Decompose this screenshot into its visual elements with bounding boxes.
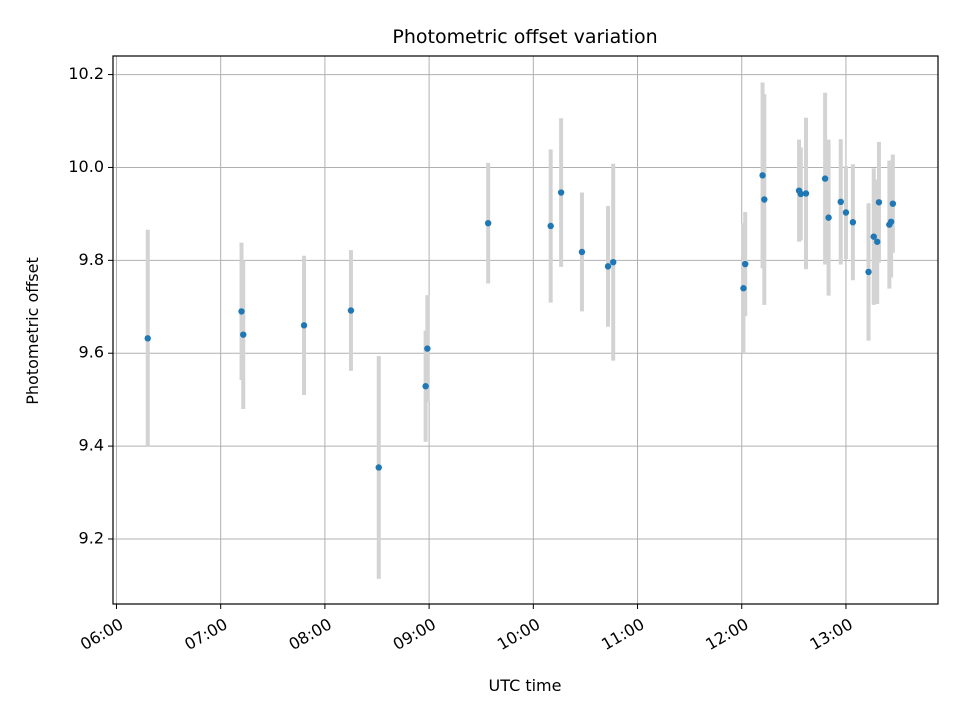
data-point <box>422 382 429 390</box>
data-points <box>144 172 897 471</box>
data-point <box>557 189 565 196</box>
data-point <box>887 218 895 225</box>
data-point <box>610 258 617 266</box>
data-point <box>578 248 586 256</box>
data-point <box>837 198 844 206</box>
data-point <box>797 190 804 198</box>
data-point <box>870 233 877 240</box>
data-point <box>604 263 612 270</box>
data-point <box>875 199 883 206</box>
plot-area-frame <box>112 55 939 605</box>
y-tick-label: 9.8 <box>79 250 104 269</box>
data-point <box>742 260 749 268</box>
y-tick-label: 10.2 <box>68 64 104 83</box>
chart-title: Photometric offset variation <box>392 26 657 48</box>
y-tick-label: 9.4 <box>79 436 104 455</box>
data-point <box>842 209 850 216</box>
data-point <box>424 345 431 352</box>
data-point <box>849 219 857 226</box>
y-tick-label: 9.2 <box>79 528 104 547</box>
data-point <box>825 214 832 221</box>
data-point <box>238 308 245 315</box>
data-point <box>821 175 829 182</box>
data-point <box>874 238 881 245</box>
y-axis-label: Photometric offset <box>23 257 42 405</box>
data-point <box>547 222 554 230</box>
data-point <box>484 219 492 227</box>
data-point <box>865 268 872 276</box>
data-point <box>889 200 897 207</box>
x-axis-label: UTC time <box>489 676 562 695</box>
data-point <box>240 331 247 338</box>
data-point <box>347 307 355 314</box>
data-point <box>740 285 747 292</box>
data-point <box>759 172 766 179</box>
data-point <box>375 464 382 471</box>
y-tick-label: 9.6 <box>79 343 104 362</box>
y-tick-label: 10.0 <box>68 157 104 176</box>
data-point <box>144 335 151 342</box>
data-point <box>300 322 308 329</box>
data-point <box>802 190 810 197</box>
data-point <box>761 196 768 203</box>
y-axis-ticks: 9.2 9.4 9.6 9.8 10.0 10.2 <box>68 64 113 547</box>
